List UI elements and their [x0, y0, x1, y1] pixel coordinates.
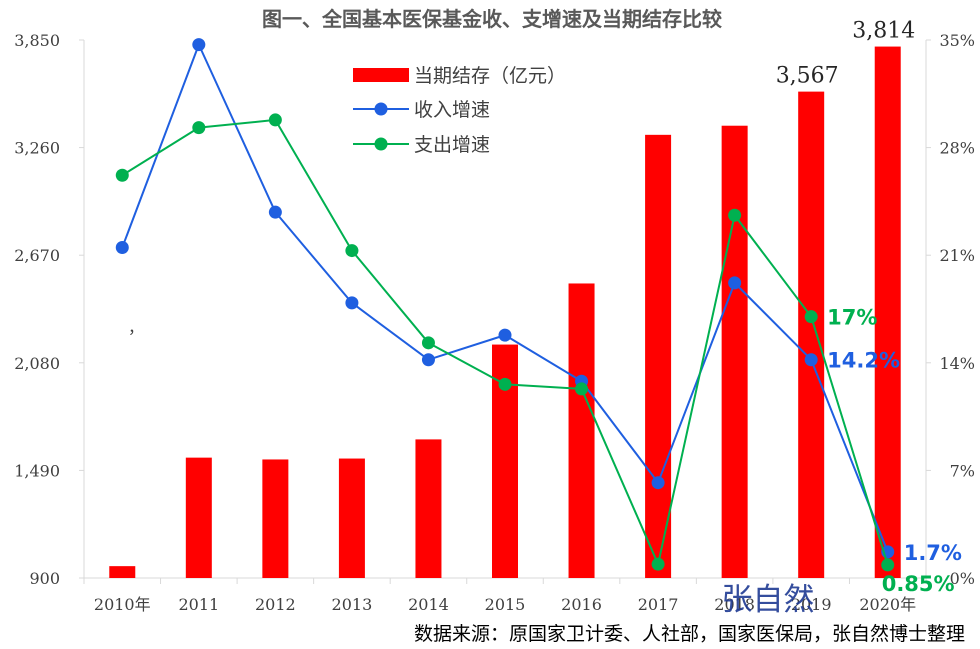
right-tick-label: 14%	[939, 354, 975, 373]
bar	[874, 46, 901, 578]
right-axis: 0% 7% 14% 21% 28% 35%	[926, 31, 975, 588]
income-growth-point	[192, 38, 206, 52]
bar	[185, 457, 212, 578]
income-growth-point	[728, 276, 742, 290]
bar-value-label: 3,814	[852, 19, 915, 44]
watermark-text: 张自然	[722, 582, 815, 618]
growth-annotation: 17%	[827, 306, 877, 330]
expense-growth-point	[804, 310, 818, 324]
source-note: 数据来源：原国家卫计委、人社部，国家医保局，张自然博士整理	[414, 623, 965, 645]
line-series	[115, 38, 895, 572]
left-tick-label: 3,260	[14, 139, 60, 158]
x-tick-label: 2012	[255, 595, 296, 614]
x-tick-label: 2010年	[94, 595, 151, 614]
expense-growth-point	[498, 377, 512, 391]
right-tick-label: 7%	[950, 461, 975, 480]
left-tick-label: 1,490	[14, 461, 60, 480]
x-tick-label: 2014	[408, 595, 449, 614]
x-tick-label: 2019	[791, 595, 832, 614]
growth-annotation: 14.2%	[827, 349, 900, 373]
bar	[721, 125, 748, 578]
right-tick-label: 0%	[950, 569, 975, 588]
legend-label-income: 收入增速	[414, 99, 490, 121]
growth-annotation: 1.7%	[904, 541, 962, 565]
bar	[338, 458, 365, 578]
income-growth-point	[498, 328, 512, 342]
bar	[109, 566, 136, 578]
income-growth-point	[115, 241, 129, 255]
income-growth-point	[804, 353, 818, 367]
expense-growth-point	[345, 244, 359, 258]
income-growth-point	[268, 205, 282, 219]
legend-label-bar: 当期结存（亿元）	[414, 65, 566, 87]
growth-annotation: 0.85%	[882, 572, 955, 596]
left-tick-label: 3,850	[14, 31, 60, 50]
bar-value-label: 3,567	[776, 64, 839, 89]
income-growth-point	[345, 296, 359, 310]
right-tick-label: 28%	[939, 139, 975, 158]
expense-growth-point	[192, 121, 206, 135]
x-tick-label: 2015	[485, 595, 526, 614]
expense-growth-point	[268, 113, 282, 127]
legend: 当期结存（亿元） 收入增速 支出增速	[353, 65, 566, 156]
bar	[568, 283, 595, 578]
x-tick-label: 2018	[714, 595, 755, 614]
stray-comma: ，	[128, 318, 144, 337]
bar	[798, 91, 825, 579]
x-tick-label: 2011	[178, 595, 219, 614]
expense-growth-point	[651, 557, 665, 571]
right-tick-label: 21%	[939, 246, 975, 265]
expense-growth-point	[728, 208, 742, 222]
expense-growth-point	[881, 558, 895, 572]
right-tick-label: 35%	[939, 31, 975, 50]
bar-series	[109, 46, 901, 579]
x-tick-label: 2017	[638, 595, 679, 614]
x-tick-label: 2013	[332, 595, 373, 614]
left-tick-label: 2,080	[14, 354, 60, 373]
bar	[262, 459, 289, 578]
income-growth-point	[651, 476, 665, 490]
legend-label-expense: 支出增速	[414, 134, 490, 156]
bar	[645, 134, 672, 578]
legend-swatch-bar	[353, 68, 409, 82]
income-growth-point	[421, 353, 435, 367]
chart-title: 图一、全国基本医保基金收、支增速及当期结存比较	[262, 7, 722, 31]
data-labels: 3,567 3,814 17% 14.2% 1.7% 0.85%	[776, 19, 962, 596]
expense-growth-point	[575, 382, 589, 396]
left-tick-label: 900	[29, 569, 60, 588]
x-tick-label: 2016	[561, 595, 602, 614]
expense-growth-point	[421, 336, 435, 350]
x-tick-label: 2020年	[859, 595, 916, 614]
left-tick-label: 2,670	[14, 246, 60, 265]
legend-marker-income	[374, 102, 388, 116]
expense-growth-point	[115, 168, 129, 182]
left-axis: 900 1,490 2,080 2,670 3,260 3,850	[14, 31, 84, 588]
x-axis: 2010年 2011 2012 2013 2014 2015 2016 2017 2018 201…	[94, 595, 916, 614]
bar	[415, 439, 442, 578]
legend-marker-expense	[374, 137, 388, 151]
